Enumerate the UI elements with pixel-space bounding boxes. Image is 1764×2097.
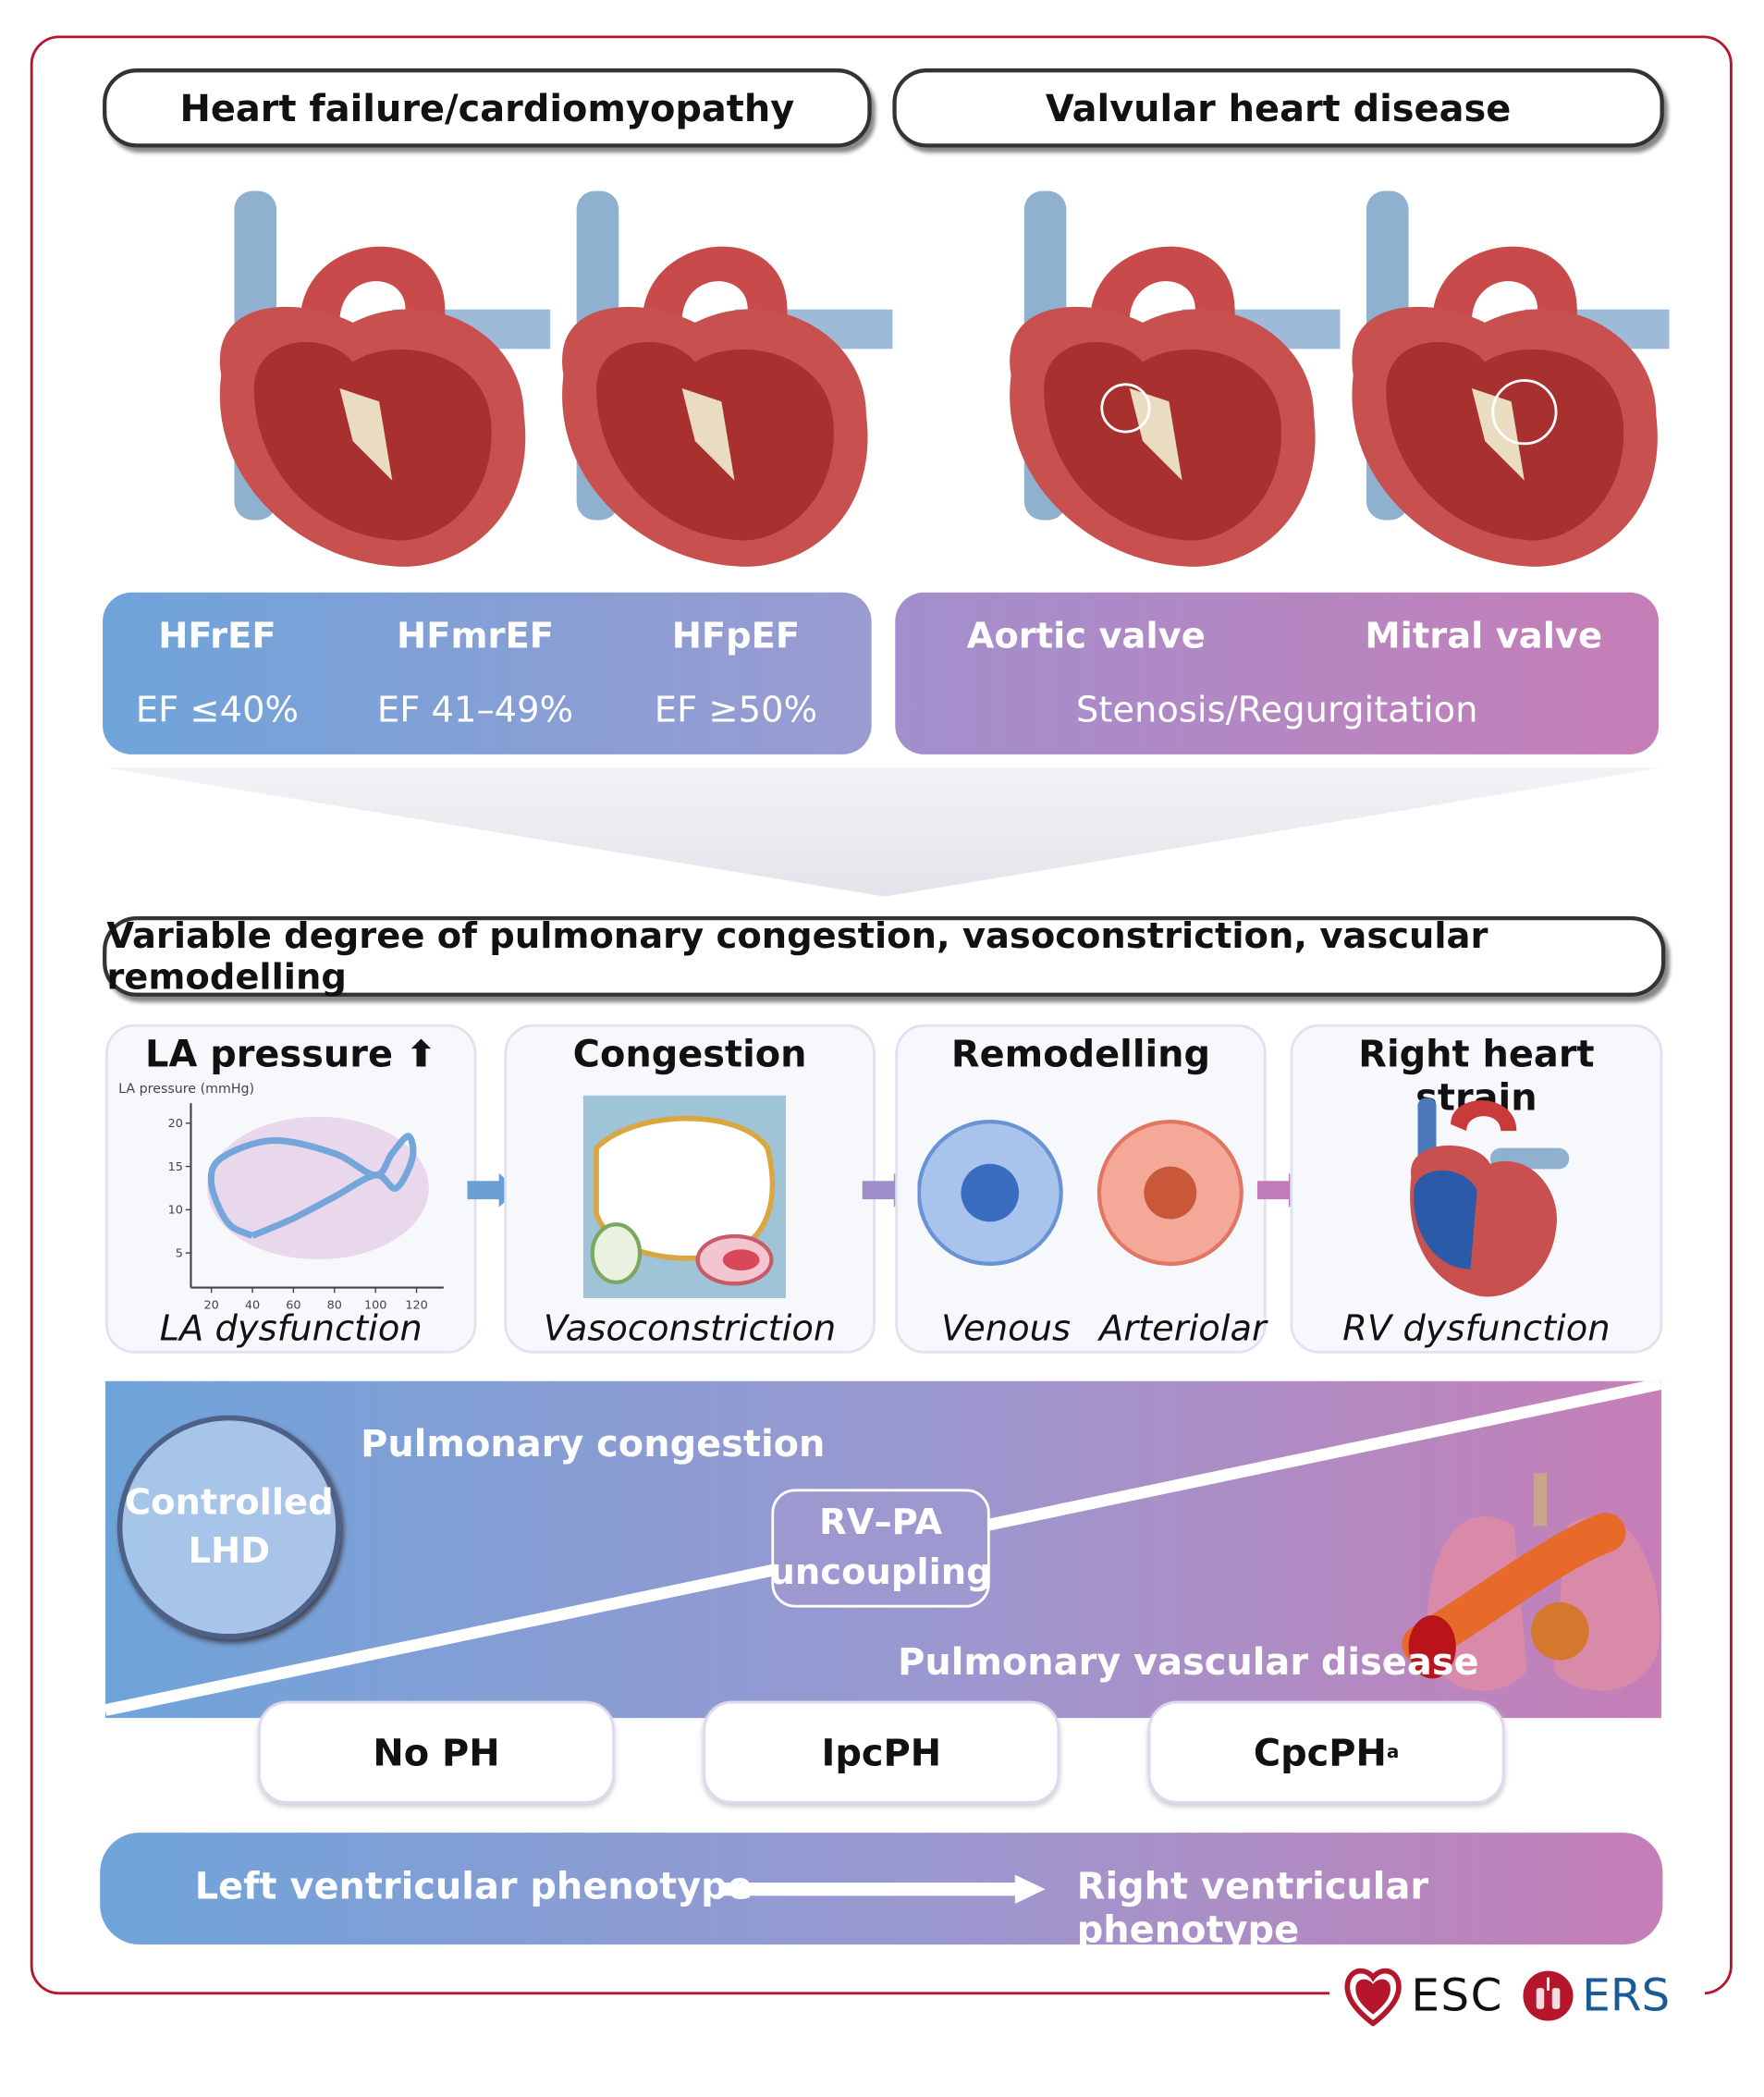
panel-congestion: Congestion Vasoconstriction [504,1024,876,1354]
pulmonary-vascular-disease-label: Pulmonary vascular disease [898,1640,1479,1685]
panel-title: Congestion [572,1032,807,1076]
x-tick-label: 100 [364,1298,386,1312]
panel-remodelling: Remodelling Venous Arteriolar [895,1024,1267,1354]
heart-failure-header: Heart failure/cardiomyopathy [103,68,872,148]
panel-title: Remodelling [950,1032,1211,1076]
outer-frame [30,35,1733,1995]
phenotype-band: Left ventricular phenotype Right ventric… [100,1833,1663,1951]
panel-caption: Vasoconstriction [543,1308,837,1350]
funnel [104,767,1661,897]
ers-lungs-logo-icon [1523,1970,1574,2021]
esc-logo-text: ESC [1411,1969,1503,2023]
x-tick-label: 20 [204,1298,219,1312]
hfpef-label: HFpEF [671,616,801,657]
x-tick-label: 60 [286,1298,300,1312]
venous-caption: Venous [941,1308,1072,1350]
panel-la-pressure: LA pressure ⬆ 20 40 60 80 100 120 5 10 15 20 LA pr… [104,1024,477,1354]
mechanism-header: Variable degree of pulmonary congestion,… [103,915,1666,998]
y-tick-label: 10 [168,1204,183,1218]
hfmref-label: HFmrEF [397,616,555,657]
panel-right-heart-strain: Right heart strain RV dysfunction [1290,1024,1663,1354]
x-tick-label: 120 [405,1298,427,1312]
x-tick-label: 80 [327,1298,342,1312]
esc-heart-logo-icon [1344,1968,1402,2027]
rv-phenotype-label: Right ventricular phenotype [1076,1864,1429,1952]
hfpef-ef: EF ≥50% [654,690,818,731]
lv-phenotype-label: Left ventricular phenotype [194,1864,753,1908]
y-tick-label: 5 [176,1246,183,1260]
mitral-label: Mitral valve [1365,616,1603,657]
panel-caption: LA dysfunction [159,1308,423,1350]
vessel-cross-sections [917,1120,1243,1267]
hfref-label: HFrEF [158,616,276,657]
hfref-ef: EF ≤40% [135,690,300,731]
heart-hfref-icon [219,190,551,567]
logos: ESC ERS [1329,1964,1705,2028]
footnote-marker: a [1386,1741,1400,1763]
heart-aortic-icon [1010,190,1341,567]
heart-hfpef-icon [562,190,893,567]
hf-types-band: HFrEF EF ≤40% HFmrEF EF 41–49% HFpEF EF … [103,592,872,754]
heart-mitral-icon [1352,190,1670,567]
hfmref-ef: EF 41–49% [376,690,574,731]
lungs-icon [1402,1473,1660,1691]
ph-level-cpcph: CpcPH a [1147,1700,1505,1804]
panel-caption: RV dysfunction [1342,1308,1611,1350]
right-heart-icon [1410,1098,1570,1297]
valves-band: Aortic valve Mitral valve Stenosis/Regur… [895,592,1660,754]
arrow-right-icon [718,1874,1046,1904]
ph-level-ipcph: IpcPH [703,1700,1060,1804]
arrow-up-icon: ⬆ [405,1032,437,1076]
y-tick-label: 15 [168,1160,183,1174]
rv-pa-uncoupling-box: RV–PA uncoupling [770,1489,992,1608]
panel-title: LA pressure ⬆ [145,1032,437,1076]
arteriolar-caption: Arteriolar [1098,1308,1267,1350]
heart-illustrations [219,190,1670,567]
pulmonary-congestion-label: Pulmonary congestion [361,1421,826,1465]
y-tick-label: 20 [168,1117,183,1131]
shaded-region [207,1116,429,1260]
alveoli-illustration [582,1095,787,1298]
heart-failure-title: Heart failure/cardiomyopathy [179,86,795,130]
aortic-label: Aortic valve [966,616,1206,657]
ph-level-no-ph: No PH [258,1700,615,1804]
mechanism-title: Variable degree of pulmonary congestion,… [106,915,1488,998]
pv-loop-line [207,1133,417,1239]
valvular-header: Valvular heart disease [892,68,1664,148]
ers-logo-text: ERS [1582,1969,1671,2023]
x-tick-label: 40 [245,1298,260,1312]
valvular-title: Valvular heart disease [1045,86,1512,130]
controlled-lhd-circle: Controlled LHD [116,1415,341,1639]
valve-lesion-label: Stenosis/Regurgitation [1075,690,1478,731]
y-axis-label: LA pressure (mmHg) [118,1082,254,1097]
